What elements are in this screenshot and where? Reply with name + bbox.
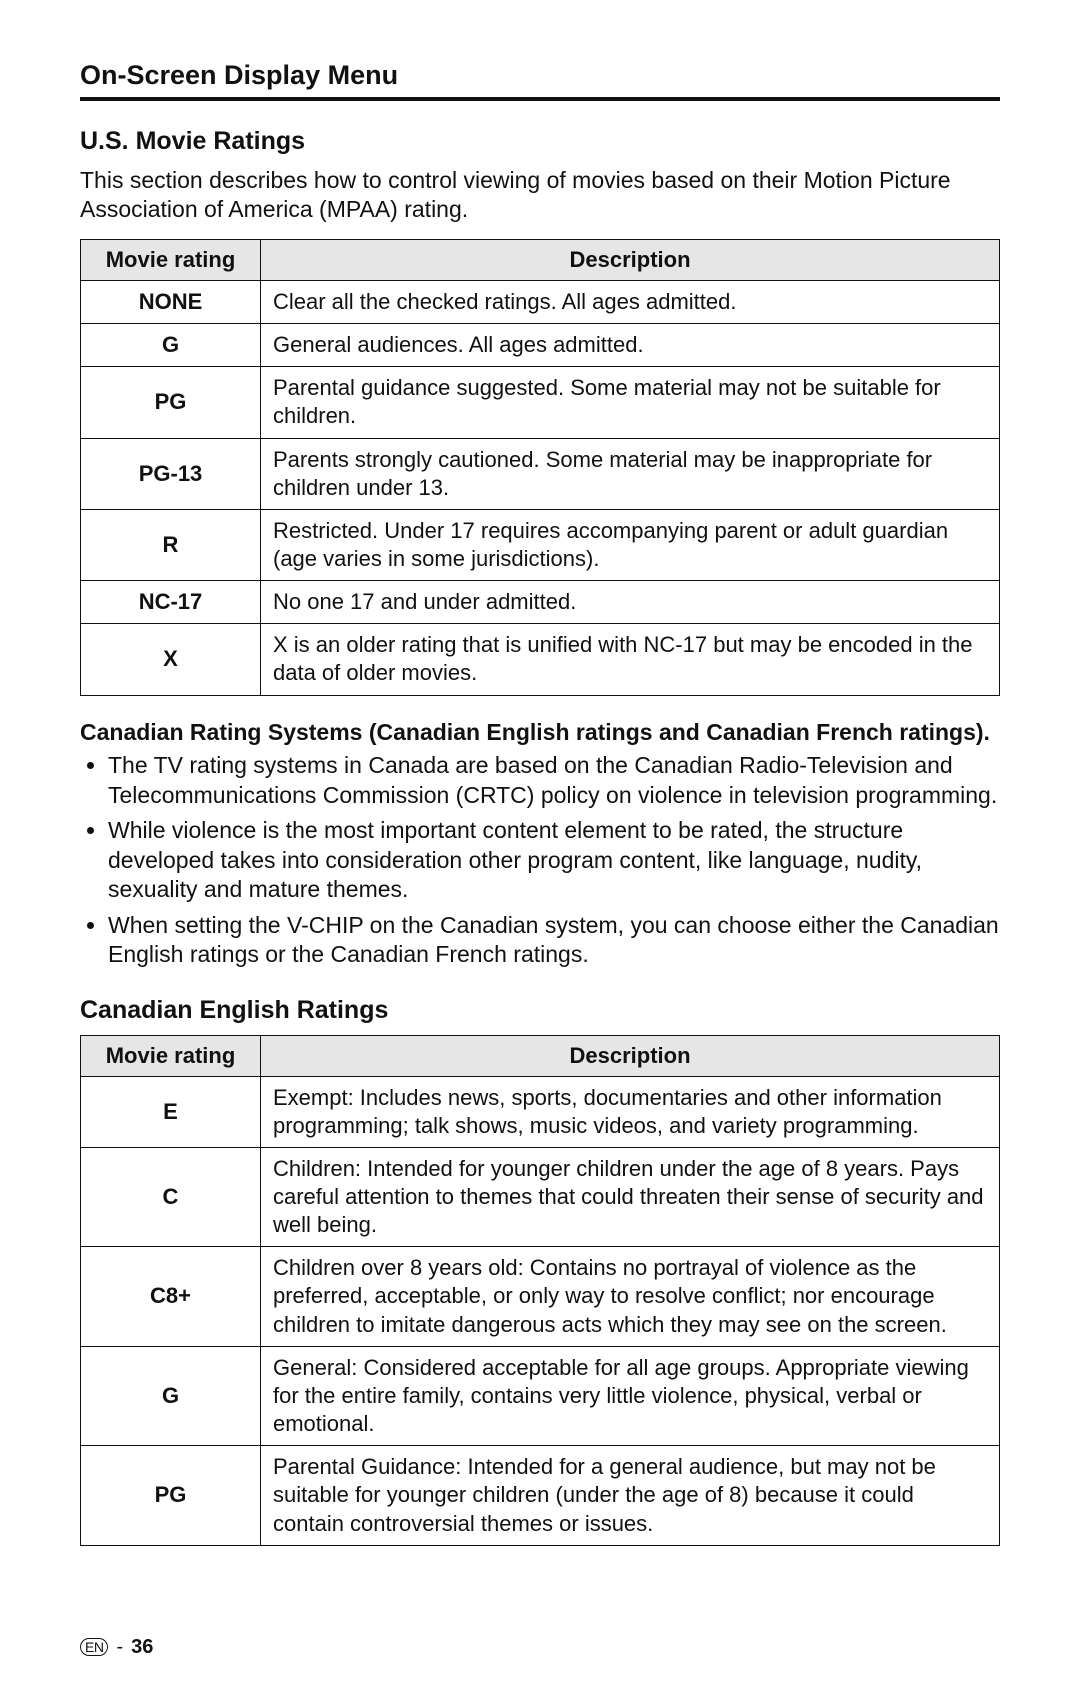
ce-ratings-table: Movie rating Description E Exempt: Inclu… (80, 1035, 1000, 1546)
description-cell: X is an older rating that is unified wit… (261, 624, 1000, 695)
section-header: On-Screen Display Menu (80, 60, 1000, 91)
rating-cell: PG (81, 367, 261, 438)
page-number: 36 (131, 1636, 153, 1659)
description-cell: General: Considered acceptable for all a… (261, 1346, 1000, 1445)
description-cell: Parents strongly cautioned. Some materia… (261, 438, 1000, 509)
col-description: Description (261, 239, 1000, 280)
footer-dash: - (116, 1636, 123, 1659)
rating-cell: E (81, 1076, 261, 1147)
description-cell: General audiences. All ages admitted. (261, 324, 1000, 367)
canadian-intro-bullets: The TV rating systems in Canada are base… (80, 751, 1000, 969)
canadian-intro-heading: Canadian Rating Systems (Canadian Englis… (80, 718, 1000, 748)
description-cell: Exempt: Includes news, sports, documenta… (261, 1076, 1000, 1147)
us-ratings-tbody: NONE Clear all the checked ratings. All … (81, 280, 1000, 695)
us-intro: This section describes how to control vi… (80, 166, 1000, 225)
ce-ratings-tbody: E Exempt: Includes news, sports, documen… (81, 1076, 1000, 1545)
table-row: R Restricted. Under 17 requires accompan… (81, 509, 1000, 580)
table-row: NONE Clear all the checked ratings. All … (81, 280, 1000, 323)
table-row: X X is an older rating that is unified w… (81, 624, 1000, 695)
rating-cell: NONE (81, 280, 261, 323)
rating-cell: NC-17 (81, 581, 261, 624)
page-footer: EN - 36 (80, 1636, 1000, 1659)
col-description: Description (261, 1035, 1000, 1076)
rating-cell: PG-13 (81, 438, 261, 509)
ce-heading: Canadian English Ratings (80, 996, 1000, 1025)
table-row: C8+ Children over 8 years old: Contains … (81, 1247, 1000, 1346)
description-cell: Parental Guidance: Intended for a genera… (261, 1446, 1000, 1545)
table-row: PG Parental Guidance: Intended for a gen… (81, 1446, 1000, 1545)
table-row: NC-17 No one 17 and under admitted. (81, 581, 1000, 624)
description-cell: Parental guidance suggested. Some materi… (261, 367, 1000, 438)
lang-badge: EN (80, 1638, 108, 1656)
section-rule (80, 97, 1000, 101)
table-row: G General audiences. All ages admitted. (81, 324, 1000, 367)
table-row: G General: Considered acceptable for all… (81, 1346, 1000, 1445)
table-header-row: Movie rating Description (81, 239, 1000, 280)
description-cell: Children over 8 years old: Contains no p… (261, 1247, 1000, 1346)
table-row: PG-13 Parents strongly cautioned. Some m… (81, 438, 1000, 509)
rating-cell: C (81, 1147, 261, 1246)
description-cell: No one 17 and under admitted. (261, 581, 1000, 624)
description-cell: Children: Intended for younger children … (261, 1147, 1000, 1246)
description-cell: Clear all the checked ratings. All ages … (261, 280, 1000, 323)
description-cell: Restricted. Under 17 requires accompanyi… (261, 509, 1000, 580)
rating-cell: R (81, 509, 261, 580)
col-movie-rating: Movie rating (81, 239, 261, 280)
us-heading: U.S. Movie Ratings (80, 127, 1000, 156)
col-movie-rating: Movie rating (81, 1035, 261, 1076)
rating-cell: G (81, 1346, 261, 1445)
rating-cell: C8+ (81, 1247, 261, 1346)
table-row: C Children: Intended for younger childre… (81, 1147, 1000, 1246)
table-row: PG Parental guidance suggested. Some mat… (81, 367, 1000, 438)
us-ratings-table: Movie rating Description NONE Clear all … (80, 239, 1000, 696)
list-item: When setting the V-CHIP on the Canadian … (108, 911, 1000, 970)
list-item: The TV rating systems in Canada are base… (108, 751, 1000, 810)
rating-cell: G (81, 324, 261, 367)
rating-cell: X (81, 624, 261, 695)
table-row: E Exempt: Includes news, sports, documen… (81, 1076, 1000, 1147)
rating-cell: PG (81, 1446, 261, 1545)
list-item: While violence is the most important con… (108, 816, 1000, 904)
table-header-row: Movie rating Description (81, 1035, 1000, 1076)
